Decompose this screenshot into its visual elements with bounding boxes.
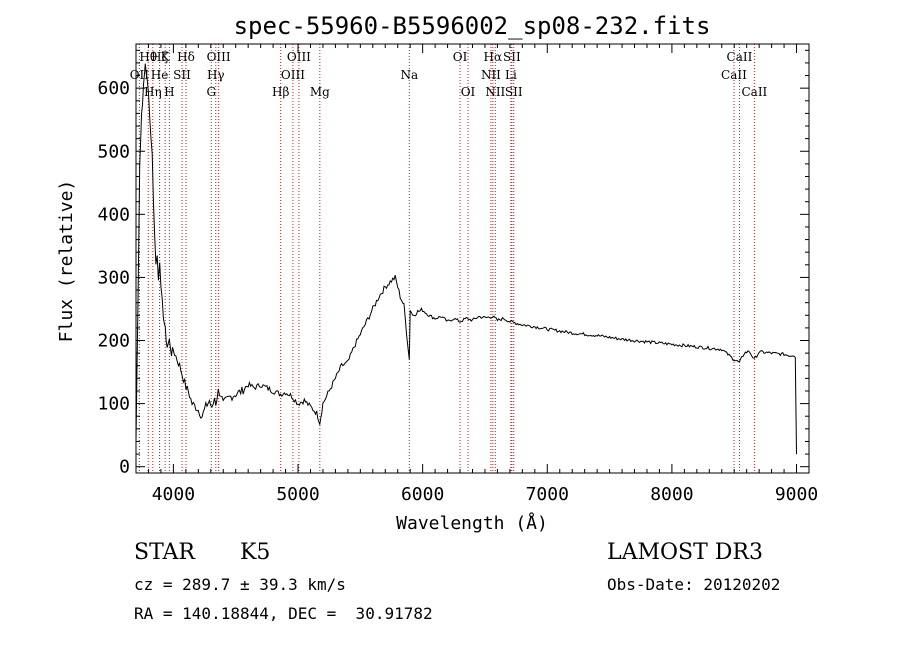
x-tick-label-4: 8000: [650, 484, 693, 505]
line-label-8: Hδ: [177, 50, 195, 64]
axis-ticks: 4000 5000 6000 7000 8000 9000 0 100 200 300 400 500…: [97, 44, 818, 505]
y-tick-label-2: 200: [97, 331, 130, 352]
line-label-11: G: [206, 85, 216, 99]
line-label-21: NII: [481, 68, 501, 82]
line-label-7: H: [164, 85, 174, 99]
line-label-5: K: [161, 50, 171, 64]
line-label-14: Hβ: [272, 85, 289, 99]
y-axis-label: Flux (relative): [56, 180, 77, 343]
line-label-12: OIII: [287, 50, 311, 64]
line-label-9: OIII: [207, 50, 231, 64]
y-tick-label-0: 0: [119, 457, 130, 478]
plot-frame: [135, 43, 810, 474]
line-label-13: OIII: [281, 68, 305, 82]
line-label-18: OI: [461, 85, 476, 99]
survey-name: LAMOST DR3: [607, 540, 763, 565]
line-label-6: SII: [173, 68, 191, 82]
chart-title: spec-55960-B5596002_sp08-232.fits: [234, 12, 711, 40]
line-label-2: Hη: [144, 85, 162, 99]
y-tick-label-1: 100: [97, 394, 130, 415]
line-label-10: Hγ: [207, 68, 225, 82]
x-axis-label: Wavelength (Å): [396, 512, 548, 534]
line-label-25: CaII: [727, 50, 753, 64]
y-tick-label-4: 400: [97, 204, 130, 225]
line-label-19: Hα: [484, 50, 503, 64]
redshift-cz: cz = 289.7 ± 39.3 km/s: [134, 575, 346, 594]
line-label-20: SII: [503, 50, 521, 64]
y-tick-label-6: 600: [97, 78, 130, 99]
y-tick-label-3: 300: [97, 267, 130, 288]
coordinates: RA = 140.18844, DEC = 30.91782: [134, 604, 433, 623]
obs-date: Obs-Date: 20120202: [607, 575, 781, 594]
line-label-23: NII: [485, 85, 505, 99]
line-label-17: OI: [453, 50, 468, 64]
x-tick-label-1: 5000: [276, 484, 319, 505]
line-label-22: Li: [505, 68, 517, 82]
y-tick-label-5: 500: [97, 141, 130, 162]
line-label-15: Mg: [310, 85, 330, 99]
x-tick-label-0: 4000: [152, 484, 195, 505]
line-label-4: He: [151, 68, 169, 82]
spectrum-series-line: [135, 63, 797, 455]
x-tick-label-3: 7000: [526, 484, 569, 505]
line-label-16: Na: [400, 68, 418, 82]
x-tick-label-5: 9000: [775, 484, 818, 505]
object-class: STAR: [134, 540, 195, 565]
object-subclass: K5: [240, 540, 271, 565]
line-label-27: CaII: [741, 85, 767, 99]
x-tick-label-2: 6000: [401, 484, 444, 505]
line-label-24: SII: [505, 85, 523, 99]
line-label-26: CaII: [721, 68, 747, 82]
